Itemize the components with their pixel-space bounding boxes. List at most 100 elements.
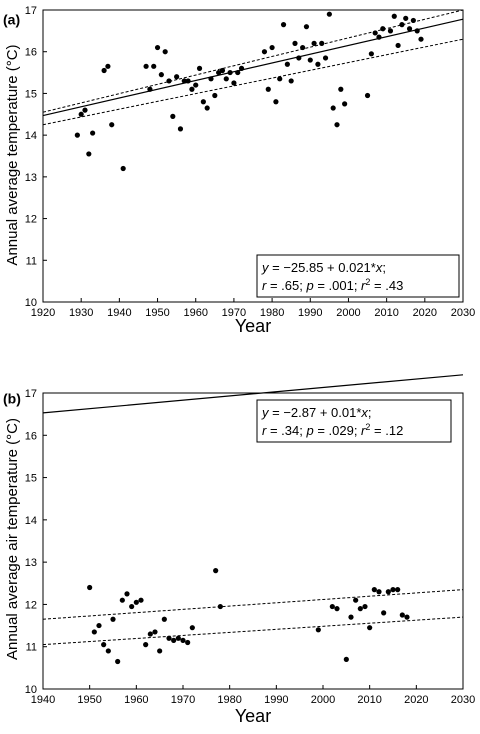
data-point — [86, 151, 92, 157]
y-axis-title: Annual average temperature (°C) — [4, 44, 21, 265]
y-tick-label: 17 — [25, 388, 37, 400]
data-point — [96, 622, 102, 629]
data-point — [124, 591, 130, 597]
x-tick-label: 1970 — [222, 307, 246, 319]
panel-b: (b) 1940 1950 1960 1970 1980 1990 2000 2010 2020 2… — [3, 374, 475, 726]
data-point — [109, 122, 115, 128]
y-tick-label: 17 — [25, 5, 37, 17]
y-tick-label: 14 — [25, 130, 37, 142]
data-point — [368, 51, 374, 57]
data-point — [330, 105, 336, 111]
data-point — [395, 587, 401, 593]
data-point — [265, 86, 271, 92]
data-point — [212, 92, 218, 99]
data-point — [380, 26, 386, 32]
y-tick-label: 16 — [25, 47, 37, 59]
x-tick-label: 1950 — [77, 694, 101, 706]
x-tick-label: 1980 — [217, 694, 241, 706]
data-point — [143, 63, 149, 69]
x-tick-label: 1940 — [31, 694, 55, 706]
data-point — [213, 568, 219, 574]
data-point — [319, 40, 325, 46]
y-tick-label: 13 — [25, 557, 37, 569]
x-axis-title: Year — [235, 316, 271, 336]
data-point — [74, 132, 80, 138]
data-point — [353, 597, 359, 603]
y-tick-label: 15 — [25, 88, 37, 100]
y-tick-label: 13 — [25, 172, 37, 184]
data-point — [376, 589, 382, 595]
data-point — [82, 107, 88, 113]
data-point — [170, 113, 176, 119]
data-point — [381, 610, 387, 616]
data-point — [303, 24, 310, 30]
data-point — [284, 61, 290, 67]
data-point — [296, 55, 302, 61]
y-tick-label: 15 — [25, 473, 37, 485]
data-point — [115, 658, 121, 665]
data-point — [152, 629, 158, 635]
plot-frame — [42, 392, 464, 690]
data-point — [371, 587, 377, 593]
regression-line — [42, 18, 464, 117]
data-point — [200, 99, 206, 105]
data-point — [174, 74, 180, 80]
panel-label: (a) — [3, 11, 20, 27]
data-point — [280, 22, 287, 28]
data-point — [406, 26, 413, 32]
data-point — [315, 627, 321, 633]
data-point — [181, 78, 187, 84]
data-point — [372, 30, 378, 36]
y-tick-label: 12 — [25, 214, 37, 226]
data-point — [227, 69, 233, 76]
data-point — [261, 49, 268, 55]
data-point — [177, 126, 184, 132]
x-tick-label: 1990 — [264, 694, 288, 706]
x-tick-label: 1970 — [171, 694, 195, 706]
y-tick-label: 14 — [25, 515, 37, 527]
data-point — [329, 603, 335, 610]
equation-line-1: y = −25.85 + 0.021*x; — [261, 260, 386, 275]
data-point — [78, 111, 84, 117]
data-point — [231, 80, 237, 86]
x-tick-label: 2020 — [404, 694, 428, 706]
data-point — [235, 69, 241, 76]
data-point — [326, 11, 332, 17]
x-tick-label: 1930 — [69, 307, 93, 319]
data-point — [105, 648, 111, 654]
data-point — [101, 67, 107, 74]
data-point — [342, 101, 348, 107]
data-point — [395, 42, 401, 49]
data-point — [334, 606, 340, 612]
data-point — [161, 616, 167, 622]
data-point — [120, 165, 126, 172]
data-point — [87, 584, 93, 591]
data-point — [105, 63, 111, 69]
x-tick-label: 1980 — [260, 307, 284, 319]
data-point — [403, 15, 409, 21]
data-point — [414, 28, 420, 34]
y-tick-label: 16 — [25, 430, 37, 442]
data-point — [338, 86, 344, 92]
data-point — [119, 597, 125, 603]
data-point — [292, 40, 298, 46]
data-point — [196, 65, 203, 71]
data-point — [311, 40, 317, 46]
data-point — [147, 631, 153, 637]
data-point — [143, 642, 149, 648]
data-point — [208, 76, 214, 82]
data-point — [410, 17, 416, 24]
data-point — [322, 55, 329, 61]
data-point — [166, 635, 172, 641]
data-point — [219, 67, 226, 74]
y-tick-label: 10 — [25, 297, 37, 309]
x-tick-label: 2030 — [451, 694, 475, 706]
data-point — [315, 61, 321, 67]
y-tick-label: 10 — [25, 684, 37, 696]
x-tick-label: 2020 — [413, 307, 437, 319]
data-point — [154, 44, 161, 51]
x-tick-label: 2010 — [357, 694, 381, 706]
data-point — [185, 639, 191, 646]
ci-upper-line — [42, 9, 464, 113]
